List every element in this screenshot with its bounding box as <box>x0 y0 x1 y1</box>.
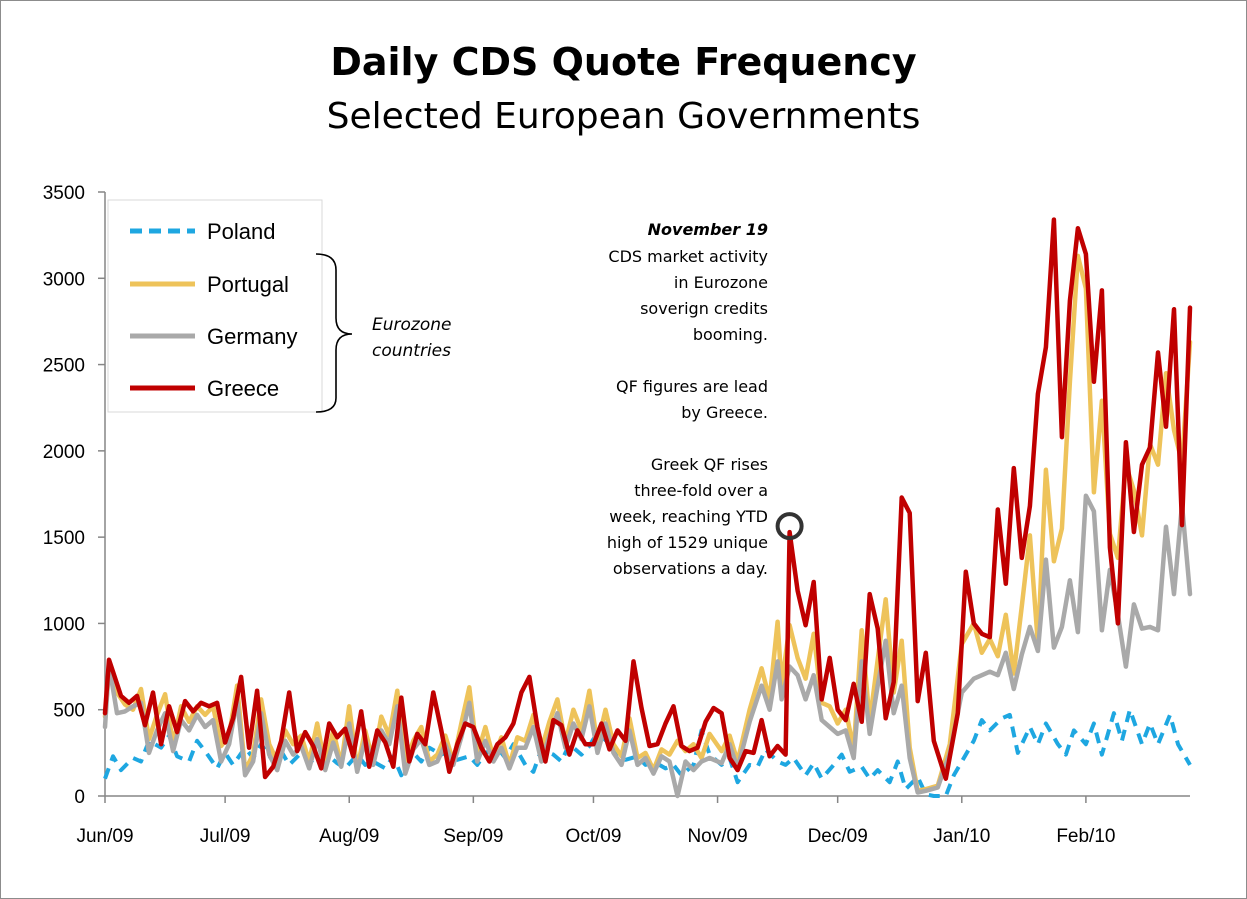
eurozone-label-line1: Eurozone <box>372 315 451 335</box>
y-tick-label: 500 <box>53 701 85 722</box>
annotation-line: by Greece. <box>681 403 768 422</box>
eurozone-bracket <box>315 253 353 413</box>
x-tick-label: Jun/09 <box>76 826 133 847</box>
y-tick-label: 3500 <box>43 183 85 204</box>
y-tick-label: 1000 <box>43 614 85 635</box>
y-tick-label: 2000 <box>43 442 85 463</box>
annotation-line: three-fold over a <box>634 481 768 500</box>
series-layer <box>102 217 1193 799</box>
y-tick-label: 3000 <box>43 269 85 290</box>
legend-label-greece: Greece <box>207 376 279 401</box>
annotation-line: in Eurozone <box>674 273 768 292</box>
annotation-line: week, reaching YTD <box>609 507 768 526</box>
legend-label-germany: Germany <box>207 324 297 349</box>
legend-label-portugal: Portugal <box>207 272 289 297</box>
y-tick-label: 1500 <box>43 528 85 549</box>
eurozone-label-line2: countries <box>372 341 451 361</box>
series-line-poland <box>103 707 1192 798</box>
y-tick-label: 2500 <box>43 356 85 377</box>
x-tick-label: Oct/09 <box>565 826 621 847</box>
x-tick-label: Feb/10 <box>1056 826 1115 847</box>
legend-label-poland: Poland <box>207 219 276 244</box>
annotation-line: observations a day. <box>613 559 768 578</box>
annotation-heading: November 19 <box>648 220 768 239</box>
series-line-greece <box>102 217 1193 781</box>
x-tick-label: Sep/09 <box>443 826 503 847</box>
annotation-marker <box>775 512 804 541</box>
annotation-line: high of 1529 unique <box>607 533 768 552</box>
y-tick-label: 0 <box>74 787 85 808</box>
chart-title: Daily CDS Quote Frequency <box>330 40 917 84</box>
annotation-line: CDS market activity <box>608 247 768 266</box>
annotation-line: QF figures are lead <box>616 377 768 396</box>
x-tick-label: Dec/09 <box>808 826 868 847</box>
x-tick-label: Aug/09 <box>319 826 379 847</box>
x-tick-label: Nov/09 <box>687 826 747 847</box>
chart-subtitle: Selected European Governments <box>326 96 921 137</box>
x-tick-label: Jan/10 <box>933 826 990 847</box>
annotation: November 19 CDS market activity in Eurozon… <box>607 220 768 578</box>
annotation-line: Greek QF rises <box>651 455 768 474</box>
x-tick-label: Jul/09 <box>200 826 251 847</box>
legend: Poland Portugal Germany Greece <box>107 199 323 413</box>
annotation-line: booming. <box>693 325 768 344</box>
series-line-germany <box>102 493 1193 799</box>
annotation-line: soverign credits <box>640 299 768 318</box>
legend-box <box>107 199 323 413</box>
